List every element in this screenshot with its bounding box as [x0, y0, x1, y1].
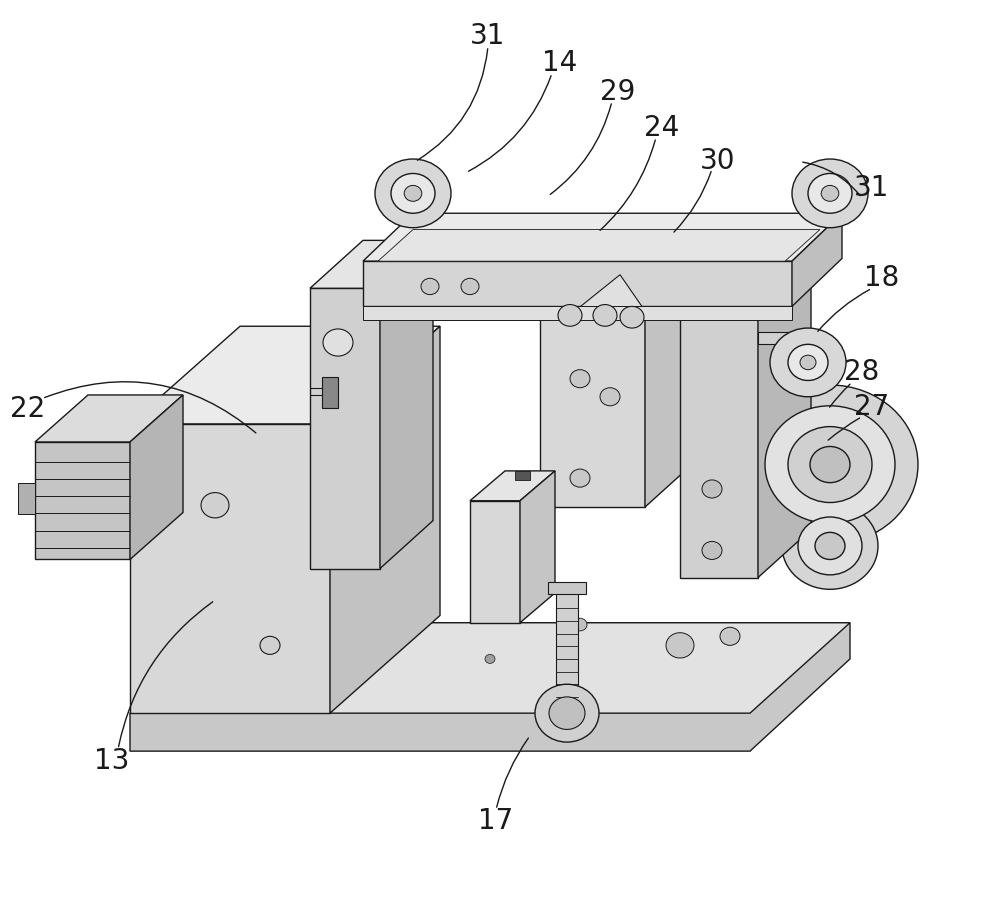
Circle shape	[666, 633, 694, 658]
Circle shape	[702, 480, 722, 498]
Circle shape	[770, 329, 846, 397]
Circle shape	[549, 697, 585, 730]
Text: 31: 31	[470, 23, 506, 50]
Circle shape	[720, 628, 740, 646]
Polygon shape	[378, 230, 820, 262]
Circle shape	[808, 174, 852, 214]
Circle shape	[573, 619, 587, 631]
Polygon shape	[363, 262, 792, 307]
Polygon shape	[680, 261, 811, 309]
Polygon shape	[575, 275, 645, 312]
Polygon shape	[35, 396, 183, 442]
Text: 30: 30	[700, 147, 736, 174]
Polygon shape	[470, 471, 555, 501]
Polygon shape	[540, 312, 645, 507]
Polygon shape	[645, 262, 700, 507]
Polygon shape	[130, 396, 183, 560]
Text: 24: 24	[644, 115, 680, 142]
Text: 27: 27	[854, 393, 890, 420]
Circle shape	[461, 279, 479, 295]
Polygon shape	[520, 471, 555, 623]
Circle shape	[323, 330, 353, 357]
Circle shape	[535, 684, 599, 742]
Text: 28: 28	[844, 358, 880, 386]
Text: 13: 13	[94, 747, 130, 774]
Polygon shape	[310, 289, 380, 569]
Polygon shape	[470, 501, 520, 623]
Text: 18: 18	[864, 265, 900, 292]
Polygon shape	[758, 332, 820, 345]
Circle shape	[375, 160, 451, 228]
Text: 17: 17	[478, 806, 514, 833]
Circle shape	[821, 186, 839, 202]
Polygon shape	[540, 262, 700, 312]
Polygon shape	[556, 591, 578, 700]
Text: 29: 29	[600, 79, 636, 106]
Circle shape	[702, 542, 722, 560]
Polygon shape	[515, 471, 530, 480]
Circle shape	[485, 655, 495, 664]
Polygon shape	[758, 261, 811, 578]
Polygon shape	[322, 377, 338, 408]
Circle shape	[788, 427, 872, 503]
Circle shape	[792, 160, 868, 228]
Circle shape	[600, 388, 620, 406]
Circle shape	[788, 345, 828, 381]
Polygon shape	[130, 424, 330, 713]
Text: 14: 14	[542, 50, 578, 77]
Circle shape	[421, 279, 439, 295]
Polygon shape	[548, 582, 586, 594]
Circle shape	[404, 186, 422, 202]
Circle shape	[800, 356, 816, 370]
Text: 22: 22	[10, 395, 46, 422]
Circle shape	[620, 307, 644, 329]
Circle shape	[260, 637, 280, 655]
Circle shape	[593, 305, 617, 327]
Polygon shape	[363, 307, 792, 321]
Circle shape	[810, 447, 850, 483]
Circle shape	[798, 517, 862, 575]
Polygon shape	[18, 483, 35, 515]
Polygon shape	[310, 241, 433, 289]
Circle shape	[815, 533, 845, 560]
Polygon shape	[680, 309, 758, 578]
Polygon shape	[792, 214, 842, 307]
Circle shape	[742, 386, 918, 545]
Polygon shape	[330, 327, 440, 713]
Text: 31: 31	[854, 174, 890, 201]
Circle shape	[765, 406, 895, 524]
Circle shape	[782, 503, 878, 590]
Polygon shape	[130, 327, 440, 424]
Circle shape	[570, 370, 590, 388]
Polygon shape	[363, 214, 842, 262]
Polygon shape	[35, 442, 130, 560]
Circle shape	[201, 493, 229, 518]
Circle shape	[391, 174, 435, 214]
Polygon shape	[130, 623, 850, 713]
Polygon shape	[380, 241, 433, 569]
Circle shape	[570, 470, 590, 488]
Polygon shape	[130, 623, 850, 751]
Circle shape	[558, 305, 582, 327]
